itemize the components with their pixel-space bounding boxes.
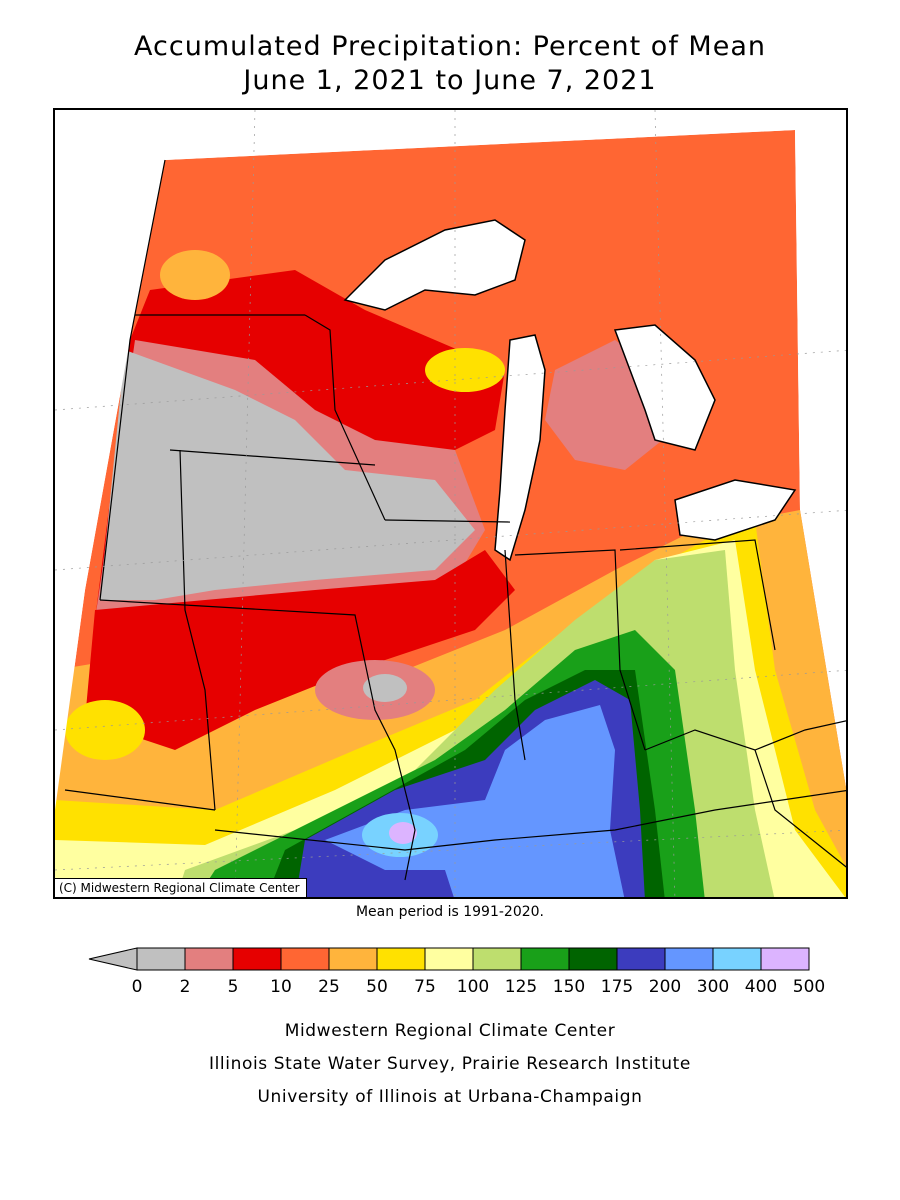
lake-michigan bbox=[494, 334, 546, 562]
precip-zone-minnesota bbox=[160, 250, 230, 300]
legend-swatch bbox=[616, 947, 666, 971]
credit-line-1: Midwestern Regional Climate Center bbox=[284, 1021, 616, 1041]
legend-label: 400 bbox=[744, 977, 778, 997]
lake-huron bbox=[613, 324, 716, 451]
legend-label: 100 bbox=[456, 977, 490, 997]
legend-swatch bbox=[760, 947, 810, 971]
legend-swatch bbox=[376, 947, 426, 971]
lake-erie bbox=[674, 479, 797, 541]
map-title-line1: Accumulated Precipitation: Percent of Me… bbox=[134, 31, 766, 62]
lat-lon-grid bbox=[55, 110, 846, 897]
legend-swatch bbox=[472, 947, 522, 971]
precip-zone-0-2-pocket bbox=[363, 674, 407, 702]
precip-zone-5-10-south bbox=[85, 550, 515, 750]
legend-swatch bbox=[568, 947, 618, 971]
legend-swatch bbox=[520, 947, 570, 971]
legend-label: 0 bbox=[131, 977, 143, 997]
legend-swatch bbox=[712, 947, 762, 971]
legend-label: 200 bbox=[648, 977, 682, 997]
legend-label: 125 bbox=[504, 977, 538, 997]
legend-swatch bbox=[664, 947, 714, 971]
precip-zone-0-2 bbox=[100, 350, 475, 600]
legend-label: 500 bbox=[792, 977, 826, 997]
precip-zone-wisconsin bbox=[425, 348, 505, 392]
legend-label: 300 bbox=[696, 977, 730, 997]
map-title-line2: June 1, 2021 to June 7, 2021 bbox=[243, 65, 657, 96]
precipitation-map: (C) Midwestern Regional Climate Center bbox=[53, 108, 848, 899]
lake-superior bbox=[343, 219, 526, 311]
state-boundaries bbox=[64, 159, 846, 881]
outside-domain bbox=[55, 110, 846, 810]
legend-swatch bbox=[424, 947, 474, 971]
legend-swatch bbox=[184, 947, 234, 971]
legend-label: 5 bbox=[227, 977, 239, 997]
precip-zone-kansas bbox=[65, 700, 145, 760]
legend-swatch bbox=[328, 947, 378, 971]
legend-bar bbox=[88, 947, 810, 971]
credit-line-2: Illinois State Water Survey, Prairie Res… bbox=[209, 1054, 691, 1074]
legend-label: 10 bbox=[270, 977, 292, 997]
legend-swatch bbox=[136, 947, 186, 971]
legend-label: 50 bbox=[366, 977, 388, 997]
color-legend: 0 2 5 10 25 50 75 100 125 150 175 200 300 400 500 bbox=[88, 947, 828, 1017]
legend-arrow bbox=[88, 947, 138, 971]
legend-label: 150 bbox=[552, 977, 586, 997]
legend-label: 75 bbox=[414, 977, 436, 997]
map-graphic bbox=[55, 110, 846, 897]
precip-zone-400-500 bbox=[389, 822, 417, 844]
legend-swatch bbox=[280, 947, 330, 971]
legend-label: 175 bbox=[600, 977, 634, 997]
legend-swatch bbox=[232, 947, 282, 971]
copyright-label: (C) Midwestern Regional Climate Center bbox=[55, 878, 307, 897]
legend-label: 25 bbox=[318, 977, 340, 997]
legend-label: 2 bbox=[179, 977, 191, 997]
credit-line-3: University of Illinois at Urbana-Champai… bbox=[257, 1087, 643, 1107]
mean-period-note: Mean period is 1991-2020. bbox=[355, 904, 545, 920]
